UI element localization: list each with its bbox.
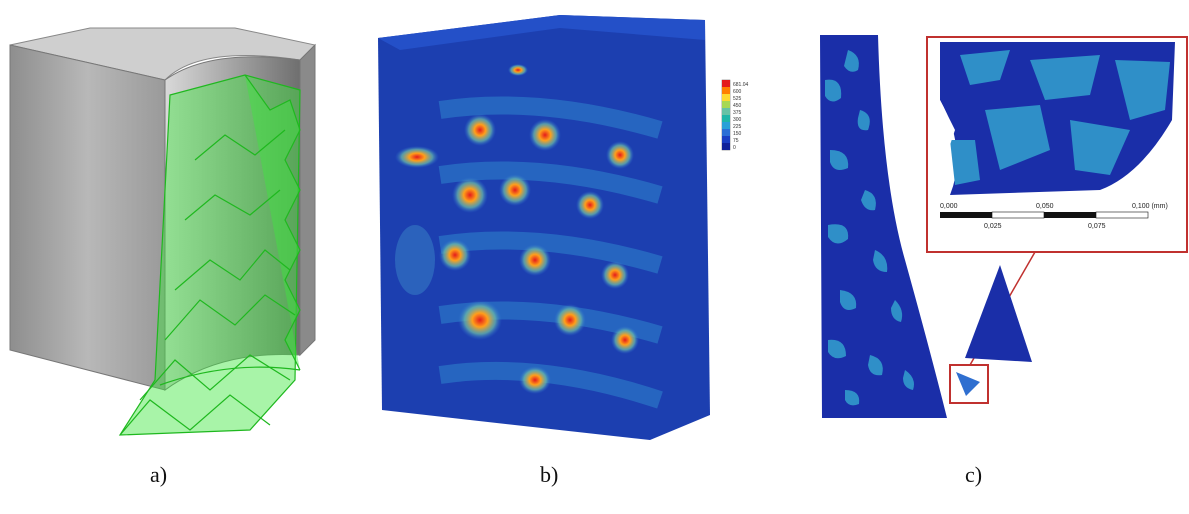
legend-swatch <box>722 129 730 136</box>
zoomed-mesh <box>940 42 1175 195</box>
legend-swatch <box>722 122 730 129</box>
scale-label-4: 0,075 <box>1088 223 1106 230</box>
chip-light-blobs <box>825 50 914 406</box>
legend-label: 75 <box>733 138 739 144</box>
legend-label: 150 <box>733 131 742 137</box>
scale-label-1: 0,050 <box>1036 203 1054 210</box>
legend-swatch <box>722 94 730 101</box>
caption-c: c) <box>965 462 983 487</box>
legend-label: 300 <box>733 117 742 123</box>
block-right-face <box>299 43 316 357</box>
scale-label-0: 0,000 <box>940 203 958 210</box>
helical-tool <box>118 74 301 436</box>
legend-swatch <box>722 101 730 108</box>
legend-label: 600 <box>733 89 742 95</box>
legend-label: 225 <box>733 124 742 130</box>
legend-label: 0 <box>733 145 736 151</box>
scale-bar: 0,000 0,050 0,100 (mm) 0,025 0,075 <box>940 203 1168 230</box>
legend-label: 375 <box>733 110 742 116</box>
legend-swatch <box>722 80 730 87</box>
panel-c-mesh-zoom: 0,000 0,050 0,100 (mm) 0,025 0,075 <box>800 0 1189 450</box>
legend-swatch <box>722 143 730 150</box>
legend-swatch <box>722 136 730 143</box>
scale-label-2: 0,100 (mm) <box>1132 203 1168 210</box>
legend-swatch <box>722 108 730 115</box>
legend-swatch <box>722 115 730 122</box>
zoom-source-box <box>949 364 989 404</box>
tool-tip-triangle <box>965 265 1032 362</box>
caption-a: a) <box>150 462 168 487</box>
tool-geometry-figure <box>9 27 317 436</box>
legend-label: 681.04 <box>733 82 749 88</box>
zoom-source-tip <box>956 372 980 396</box>
legend-swatch <box>722 87 730 94</box>
mesh-zoom-figure: 0,000 0,050 0,100 (mm) 0,025 0,075 <box>820 35 1188 418</box>
stress-hotspots <box>395 64 639 394</box>
stress-block-top <box>378 15 705 50</box>
block-left-face <box>9 44 166 391</box>
caption-b: b) <box>540 462 559 487</box>
scale-label-3: 0,025 <box>984 223 1002 230</box>
panel-a-tool-geometry <box>0 0 330 450</box>
chip-cross-section <box>820 35 947 418</box>
legend-label: 525 <box>733 96 742 102</box>
panel-b-stress-field: 681.04 600 525 450 375 300 225 150 75 0 <box>360 0 760 450</box>
legend-label: 450 <box>733 103 742 109</box>
